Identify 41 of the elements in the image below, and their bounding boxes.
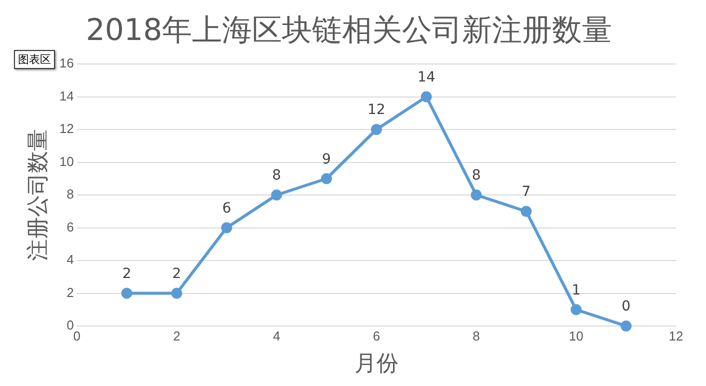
data-label: 8 bbox=[472, 168, 481, 184]
y-tick-label: 6 bbox=[66, 219, 74, 234]
y-tick-label: 10 bbox=[59, 154, 74, 169]
data-label: 12 bbox=[368, 102, 386, 118]
point bbox=[121, 288, 132, 299]
x-axis-title: 月份 bbox=[354, 352, 398, 377]
point bbox=[171, 288, 182, 299]
x-tick-label: 2 bbox=[173, 328, 180, 344]
y-tick-label: 14 bbox=[59, 88, 74, 104]
data-label: 14 bbox=[417, 69, 436, 86]
data-label: 0 bbox=[622, 298, 631, 315]
y-tick-label: 12 bbox=[59, 121, 74, 136]
y-axis-title: 注册公司数量 bbox=[26, 129, 51, 261]
y-tick-label: 4 bbox=[66, 252, 74, 268]
point bbox=[271, 190, 282, 200]
y-tick-label: 8 bbox=[66, 186, 74, 202]
point bbox=[321, 173, 332, 184]
point bbox=[520, 206, 532, 217]
point bbox=[370, 124, 382, 135]
x-tick-label: 10 bbox=[568, 328, 584, 344]
y-tick-label: 16 bbox=[59, 56, 74, 71]
data-label: 9 bbox=[322, 151, 331, 168]
x-tick-label: 8 bbox=[472, 328, 480, 344]
data-label: 1 bbox=[572, 282, 581, 298]
x-tick-label: 6 bbox=[372, 328, 380, 344]
data-label: 2 bbox=[172, 266, 182, 282]
data-label: 6 bbox=[222, 200, 232, 216]
data-label: 7 bbox=[522, 184, 531, 200]
x-tick-label: 4 bbox=[272, 328, 280, 344]
chart-title: 2018年上海区块链相关公司新注册数量 bbox=[86, 12, 612, 48]
y-tick-label: 2 bbox=[66, 284, 74, 300]
point bbox=[470, 190, 482, 200]
point bbox=[620, 320, 632, 332]
y-tick-label: 0 bbox=[66, 318, 74, 333]
point bbox=[420, 91, 432, 102]
data-label: 8 bbox=[272, 168, 282, 184]
text: 图表区 bbox=[14, 50, 55, 69]
point bbox=[570, 304, 582, 316]
data-label: 2 bbox=[122, 266, 132, 282]
x-tick-label: 12 bbox=[668, 328, 684, 344]
point bbox=[221, 222, 232, 234]
